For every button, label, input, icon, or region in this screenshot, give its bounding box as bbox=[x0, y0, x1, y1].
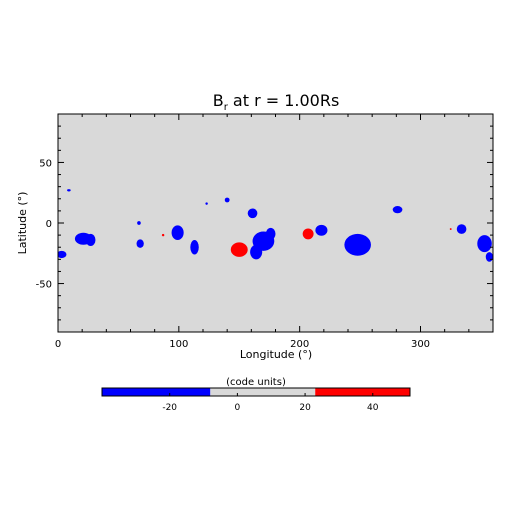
x-tick-label: 100 bbox=[169, 339, 188, 350]
field-regions bbox=[58, 189, 493, 262]
y-tick-label: -50 bbox=[36, 280, 52, 291]
positive-polarity-region bbox=[230, 242, 248, 257]
negative-polarity-region bbox=[392, 206, 403, 214]
colorbar: -20 0 20 40 bbox=[101, 387, 411, 413]
negative-polarity-region bbox=[171, 225, 184, 240]
colorbar-tick-label: 40 bbox=[367, 403, 379, 413]
negative-polarity-region bbox=[58, 250, 67, 259]
chart-title: Br at r = 1.00Rs bbox=[213, 91, 340, 113]
colorbar-segment bbox=[102, 388, 211, 396]
colorbar-frame bbox=[101, 387, 411, 397]
negative-polarity-region bbox=[315, 224, 328, 236]
negative-polarity-region bbox=[250, 244, 263, 260]
negative-polarity-region bbox=[247, 208, 258, 219]
positive-polarity-region bbox=[449, 228, 452, 231]
plot-area bbox=[58, 114, 493, 332]
colorbar-segment bbox=[315, 388, 410, 396]
y-tick-label: 0 bbox=[46, 219, 52, 230]
negative-polarity-region bbox=[136, 239, 144, 248]
x-tick-label: 200 bbox=[290, 339, 309, 350]
y-axis-label: Latitude (°) bbox=[16, 192, 29, 255]
negative-polarity-region bbox=[456, 224, 467, 234]
colorbar-label: (code units) bbox=[226, 377, 286, 388]
x-tick-label: 300 bbox=[411, 339, 430, 350]
negative-polarity-region bbox=[477, 235, 492, 253]
negative-polarity-region bbox=[137, 221, 141, 225]
negative-polarity-region bbox=[85, 233, 96, 247]
axes: 0 100 200 300 -50 0 50 bbox=[36, 113, 494, 350]
negative-polarity-region bbox=[190, 239, 199, 255]
negative-polarity-region bbox=[485, 252, 493, 262]
x-axis-label: Longitude (°) bbox=[240, 348, 312, 361]
positive-polarity-region bbox=[161, 233, 165, 237]
negative-polarity-region bbox=[224, 197, 230, 203]
colorbar-tick-label: -20 bbox=[162, 403, 177, 413]
colorbar-tick-label: 20 bbox=[299, 403, 311, 413]
x-tick-label: 0 bbox=[55, 339, 61, 350]
positive-polarity-region bbox=[302, 228, 314, 240]
negative-polarity-region bbox=[67, 189, 71, 192]
y-tick-label: 50 bbox=[39, 158, 52, 169]
negative-polarity-region bbox=[265, 227, 276, 240]
colorbar-tick-label: 0 bbox=[235, 403, 241, 413]
negative-polarity-region bbox=[205, 202, 208, 205]
negative-polarity-region bbox=[344, 233, 371, 256]
colorbar-segment bbox=[210, 388, 316, 396]
